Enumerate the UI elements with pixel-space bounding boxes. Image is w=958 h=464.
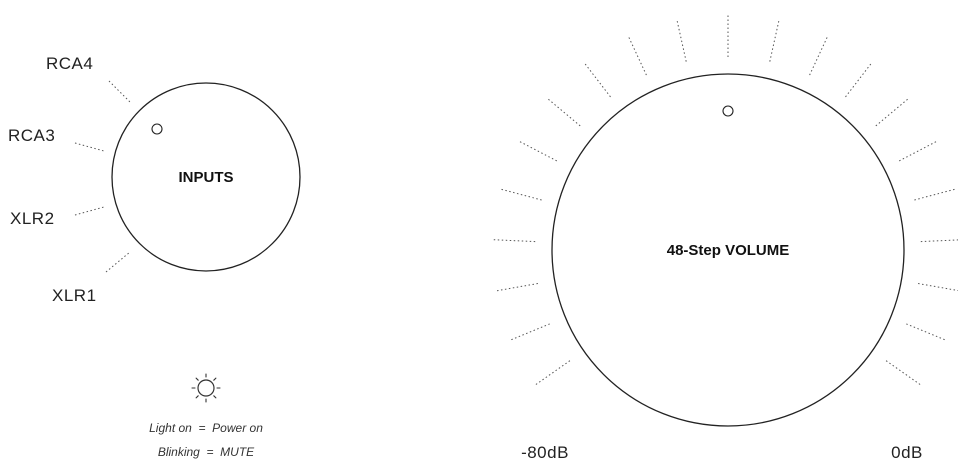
volume-tick [628, 36, 647, 76]
volume-tick [547, 98, 581, 127]
power-legend-line-2: Blinking = MUTE [158, 445, 255, 459]
volume-min-label: -80dB [521, 443, 569, 462]
volume-tick [845, 63, 872, 98]
volume-scale [493, 15, 958, 386]
volume-tick [676, 20, 687, 62]
inputs-tick-xlr2 [74, 206, 105, 216]
volume-knob[interactable]: 48-Step VOLUME [551, 73, 905, 427]
input-label-xlr2: XLR2 [10, 209, 55, 228]
inputs-position-marker [151, 123, 163, 135]
volume-position-marker [722, 105, 734, 117]
input-label-rca4: RCA4 [46, 54, 93, 73]
volume-tick [920, 239, 958, 243]
volume-tick [769, 20, 780, 62]
volume-tick [898, 141, 937, 162]
volume-tick [906, 323, 946, 341]
volume-tick [496, 283, 538, 292]
input-label-rca3: RCA3 [8, 126, 55, 145]
volume-knob-title: 48-Step VOLUME [667, 242, 790, 259]
volume-tick [519, 141, 558, 162]
power-legend-line-1: Light on = Power on [149, 421, 263, 435]
power-indicator: Light on = Power on Blinking = MUTE [149, 373, 263, 459]
volume-dial[interactable] [551, 73, 905, 427]
volume-tick [493, 239, 536, 243]
volume-tick [500, 188, 542, 201]
volume-tick [875, 98, 909, 127]
volume-tick [918, 283, 958, 292]
sun-icon [191, 373, 221, 403]
volume-tick [535, 360, 571, 386]
volume-tick [809, 36, 828, 76]
volume-max-label: 0dB [891, 443, 923, 462]
volume-tick [584, 63, 611, 98]
inputs-knob[interactable]: INPUTS [74, 80, 301, 273]
inputs-tick-rca4 [108, 80, 132, 104]
inputs-knob-title: INPUTS [178, 169, 233, 186]
inputs-tick-xlr1 [105, 251, 131, 273]
input-label-xlr1: XLR1 [52, 286, 97, 305]
volume-tick [885, 360, 921, 386]
volume-tick [510, 323, 550, 341]
volume-tick [914, 188, 956, 201]
inputs-tick-rca3 [74, 142, 105, 152]
